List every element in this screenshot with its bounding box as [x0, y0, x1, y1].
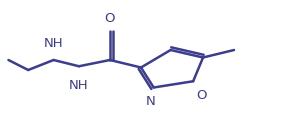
Text: O: O — [196, 89, 207, 102]
Text: NH: NH — [44, 37, 63, 50]
Text: N: N — [146, 95, 156, 108]
Text: O: O — [105, 12, 115, 25]
Text: NH: NH — [69, 79, 89, 92]
